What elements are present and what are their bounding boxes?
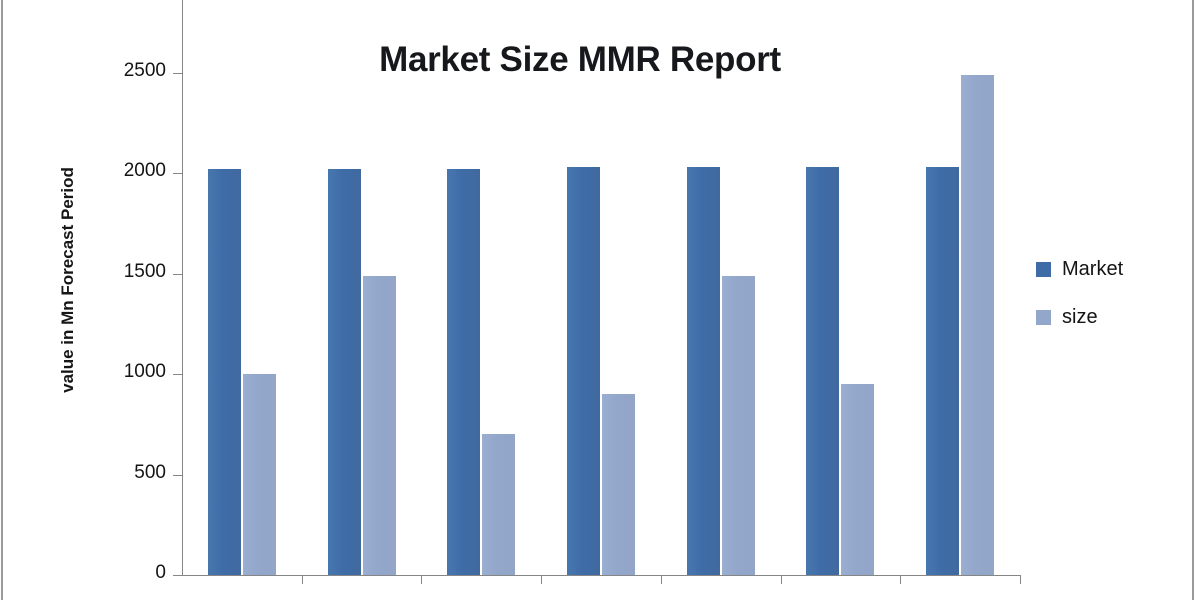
legend-swatch-size [1036,309,1051,325]
y-tick-label: 500 [134,461,166,483]
x-axis-line [182,575,1020,576]
bar-market-4[interactable] [686,167,720,575]
bar-market-1[interactable] [327,169,361,575]
legend-item-size[interactable]: size [1036,306,1186,328]
bar-size-0[interactable] [242,374,276,575]
page-border-right [1192,0,1194,600]
y-tick-mark [173,73,183,74]
chart-legend: Market size [1036,258,1186,354]
x-tick-4 [781,575,782,584]
bar-size-3[interactable] [602,394,635,575]
y-axis-line [182,0,183,576]
bar-size-4[interactable] [721,275,755,575]
legend-item-market[interactable]: Market [1036,258,1186,280]
bar-market-3[interactable] [567,167,600,575]
y-tick-mark [173,575,183,576]
y-tick-mark [173,374,183,376]
x-tick-3 [661,575,662,584]
plot-area: 0 500 1000 1500 2000 2500 [124,0,1021,584]
y-tick-label: 1000 [123,361,166,383]
chart-title: Market Size MMR Report [379,40,781,79]
bar-market-0[interactable] [207,169,241,575]
y-tick-mark [173,273,183,275]
y-tick-label: 2000 [123,160,166,182]
x-tick-0 [302,575,303,584]
bar-market-6[interactable] [926,167,960,575]
legend-swatch-market [1036,261,1051,277]
y-tick-mark [173,474,183,476]
y-tick-label: 1500 [123,260,166,282]
y-tick-label: 2500 [123,60,166,81]
bar-size-6[interactable] [961,75,995,575]
bar-size-1[interactable] [362,275,396,575]
bar-market-5[interactable] [806,167,840,575]
y-tick-mark [173,173,183,175]
y-axis-title: value in Mn Forecast Period [58,167,77,393]
bar-market-2[interactable] [447,169,481,575]
bar-size-5[interactable] [841,384,875,575]
y-tick-label: 0 [155,562,166,583]
page-border-left [1,0,3,600]
legend-label-market: Market [1062,257,1124,280]
legend-label-size: size [1062,305,1098,328]
x-tick-5 [900,575,901,584]
x-tick-2 [541,575,542,584]
x-tick-6 [1020,575,1021,584]
bar-size-2[interactable] [482,434,516,575]
x-tick-1 [421,575,422,584]
